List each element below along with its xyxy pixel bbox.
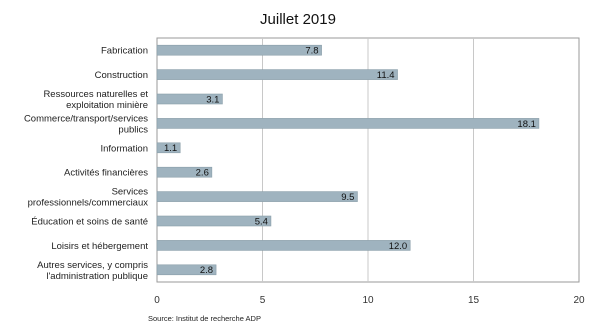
bar [156,69,398,80]
data-label: 5.4 [255,216,268,227]
x-tick-label: 10 [362,295,374,306]
data-label: 9.5 [341,192,354,203]
bar [156,191,358,202]
x-tick-label: 0 [154,295,160,306]
x-tick-label: 20 [573,295,585,306]
bar [156,118,540,129]
bar [156,142,181,154]
category-labels: Fabrication Construction Ressources nature… [24,46,148,282]
category-label: l'administration publique [46,271,148,282]
category-label: Ressources naturelles et [43,89,148,100]
data-label: 1.1 [164,143,177,154]
category-label: Commerce/transport/services [24,113,148,124]
bar [156,44,322,56]
category-label: Autres services, y compris [37,260,148,271]
data-label: 3.1 [206,94,219,105]
data-label: 12.0 [389,241,408,252]
category-label: Loisirs et hébergement [51,241,148,252]
data-label: 7.8 [305,46,318,57]
x-tick-label: 5 [260,295,266,306]
category-label: Information [100,143,148,154]
bar [156,93,223,105]
category-label: professionnels/commerciaux [28,198,149,209]
data-label: 2.6 [196,168,209,179]
source-note: Source: Institut de recherche ADP [148,314,261,323]
category-label: exploitation minière [66,100,148,111]
bar [156,264,217,276]
category-label: Éducation et soins de santé [31,217,148,228]
category-label: Fabrication [101,46,148,57]
data-label: 2.8 [200,265,213,276]
x-tick-labels: 0 5 10 15 20 [154,295,585,306]
category-label: Activités financières [64,168,148,179]
bar [156,166,213,178]
bar [156,240,411,251]
bar [156,215,272,227]
data-label: 18.1 [517,119,536,130]
category-label: Services [112,187,149,198]
category-label: publics [118,124,148,135]
category-label: Construction [95,70,148,81]
bars: 7.8 11.4 3.1 18.1 1.1 2.6 9.5 5.4 12.0 2.8 [156,44,540,276]
chart-title: Juillet 2019 [260,11,336,28]
x-tick-label: 15 [468,295,480,306]
data-label: 11.4 [377,70,395,81]
